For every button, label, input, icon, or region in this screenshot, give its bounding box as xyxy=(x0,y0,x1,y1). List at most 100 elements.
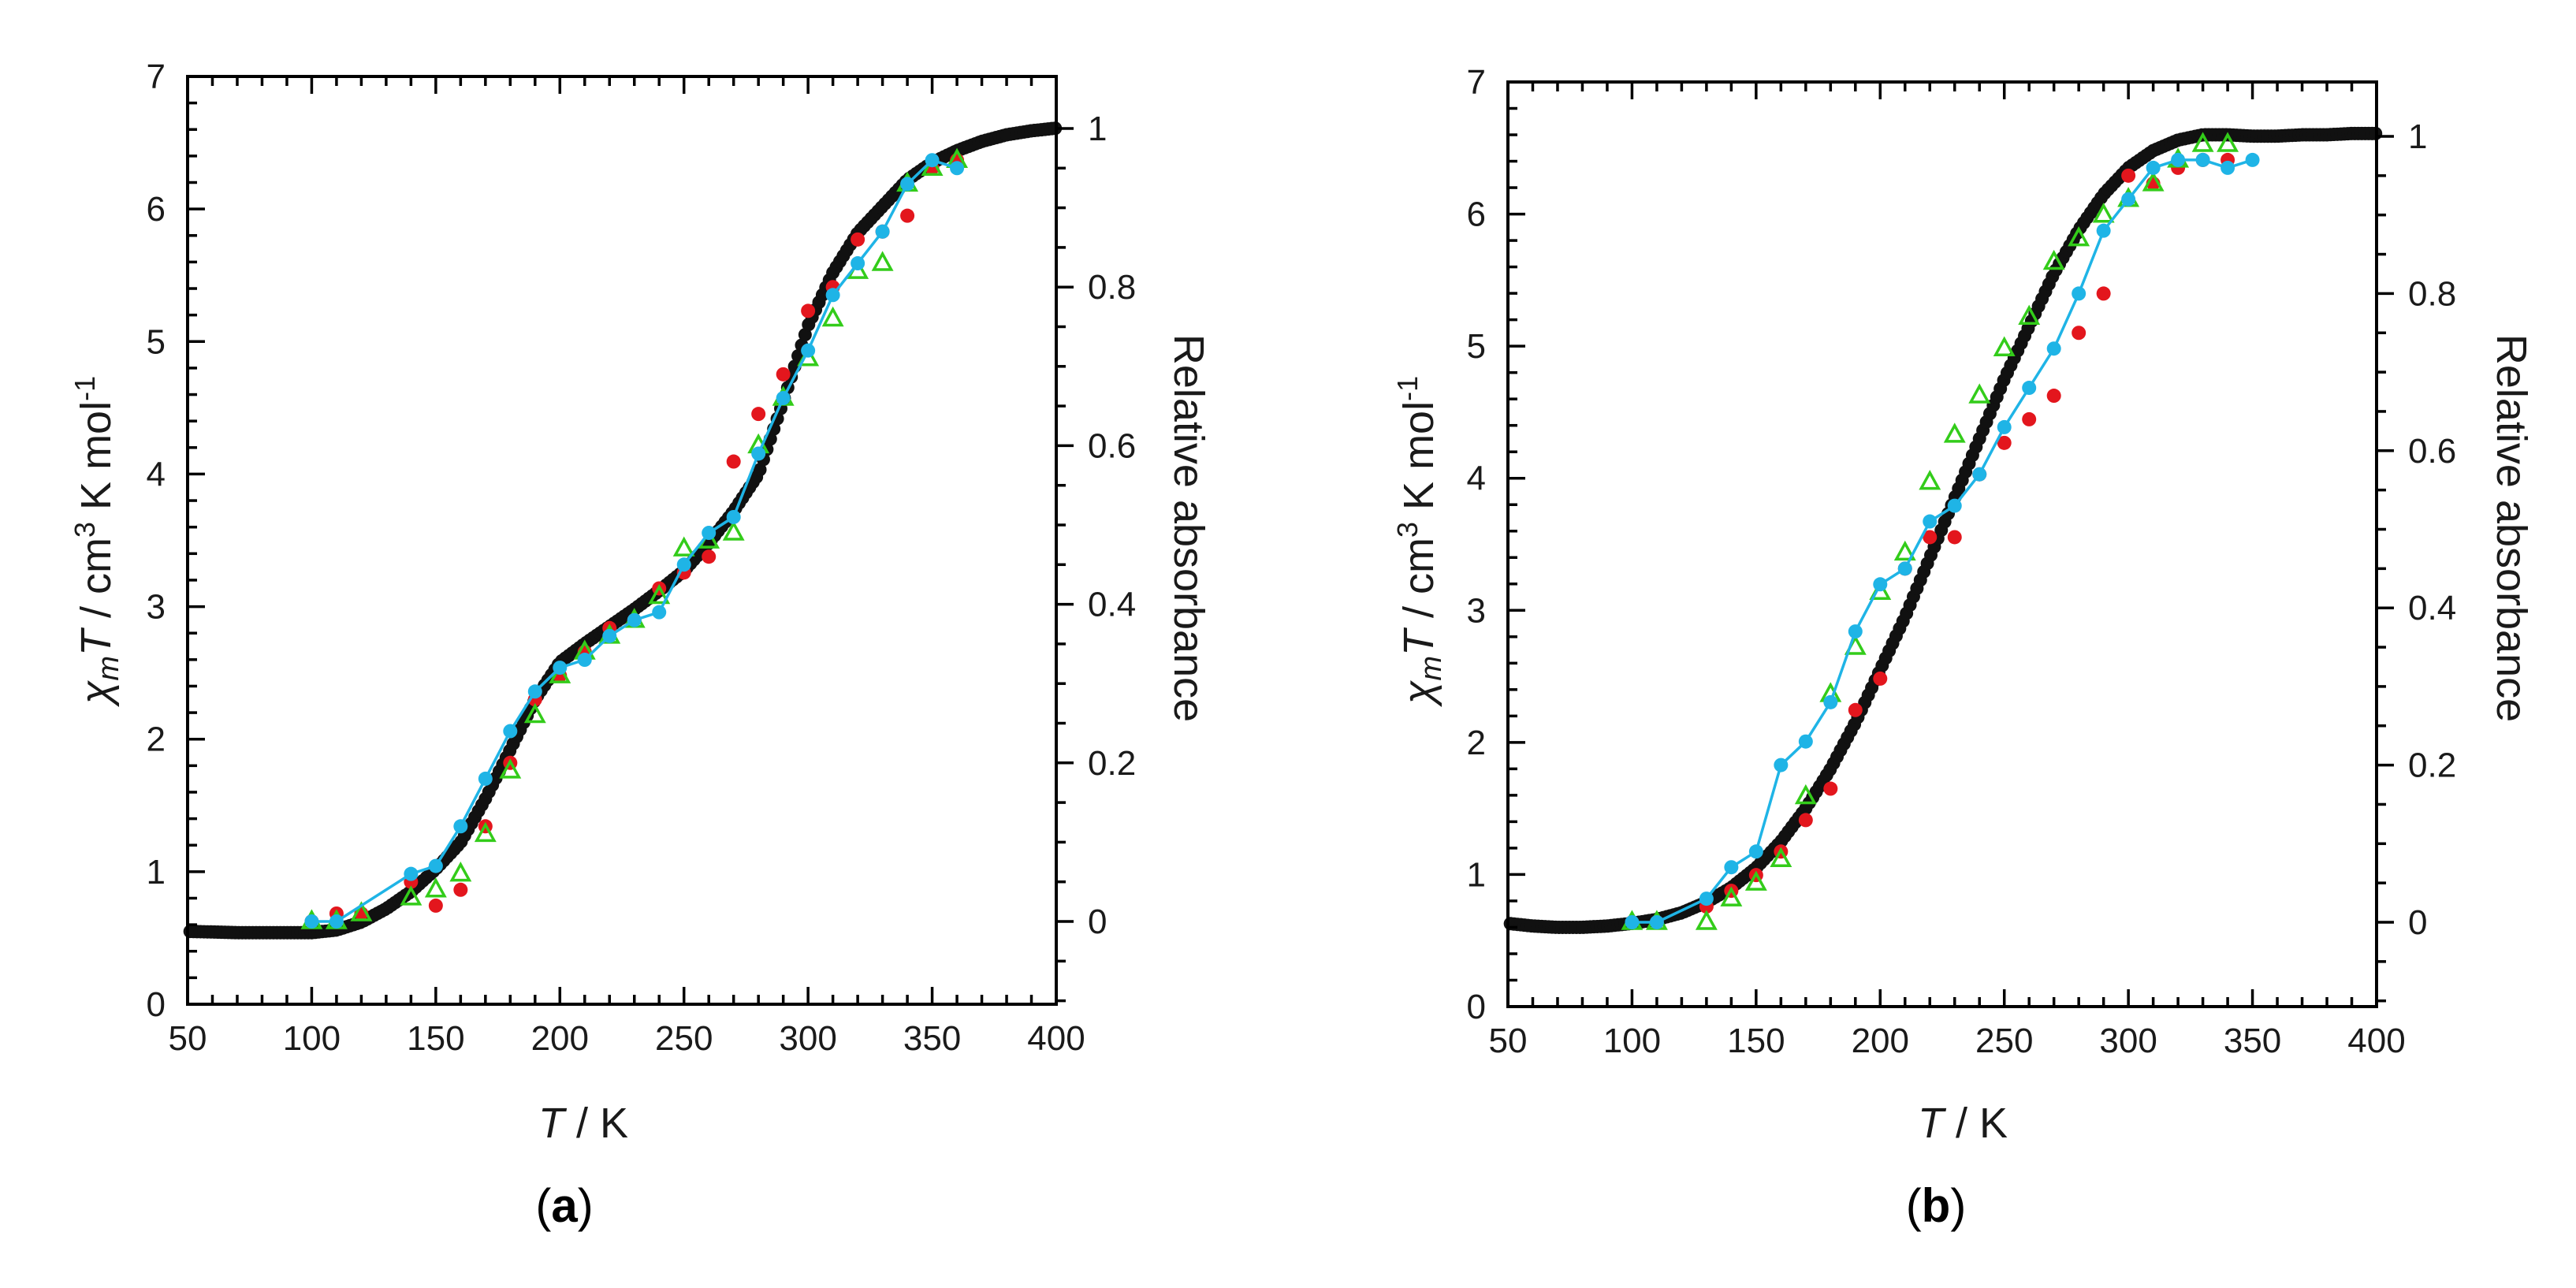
panel-a-red-point xyxy=(801,303,816,318)
panel-a-cyan-point xyxy=(304,914,319,929)
panel-a-cyan-point xyxy=(503,724,518,739)
panel-b-green-triangle xyxy=(1919,470,1941,490)
panel-b-red-point xyxy=(2046,389,2061,404)
panel-b-cyan-point xyxy=(1774,758,1789,772)
panel-a-red-point xyxy=(751,407,766,422)
panel-b-green-triangle xyxy=(1968,383,1991,404)
panel-b-green-triangle xyxy=(1695,910,1718,930)
panel-a-x-tick-label: 100 xyxy=(283,1019,341,1058)
panel-a-label: (a) xyxy=(535,1179,593,1232)
panel-a-y2-tick-label: 0.8 xyxy=(1088,268,1136,307)
panel-b-green-triangle xyxy=(2068,225,2090,247)
panel-a-cyan-point xyxy=(329,914,344,929)
panel-a-cyan-point xyxy=(404,866,419,881)
panel-b-red-point xyxy=(1997,435,2012,450)
panel-a-green-triangle xyxy=(449,862,472,882)
panel-b-cyan-point xyxy=(2096,223,2111,238)
panel-b-y2-tick-label: 0 xyxy=(2408,903,2427,942)
panel-a-y-tick-label: 6 xyxy=(147,190,166,229)
panel-b-green-triangle xyxy=(1794,784,1817,805)
panel-a-cyan-point xyxy=(577,653,592,668)
panel-b-y2-axis-title: Relative absorbance xyxy=(2488,334,2535,722)
panel-a-y-tick-labels: 0 1 2 3 4 5 6 7 xyxy=(147,58,166,1024)
panel-a-cyan-point xyxy=(875,224,890,239)
panel-a-y-tick-label: 3 xyxy=(147,588,166,627)
panel-a-red-point xyxy=(428,898,443,913)
panel-a-x-tick-label: 350 xyxy=(903,1019,961,1058)
panel-a-cyan-point xyxy=(825,288,840,303)
panel-a-y2-tick-label: 0.4 xyxy=(1088,586,1136,624)
panel-b-cyan-point xyxy=(2171,152,2186,167)
panel-a-x-tick-label: 300 xyxy=(779,1019,836,1058)
panel-a-y-tick-label: 5 xyxy=(147,322,166,361)
panel-a-x-tick-label: 150 xyxy=(407,1019,464,1058)
panel-b-x-tick-label: 100 xyxy=(1603,1022,1661,1060)
panel-b-cyan-point xyxy=(2245,152,2260,167)
panel-b-green-triangle xyxy=(2042,249,2065,270)
panel-b-cyan-point xyxy=(1625,915,1640,929)
panel-b-red-point xyxy=(1798,813,1813,828)
panel-b-cyan-point xyxy=(1897,561,1912,576)
panel-a-red-point xyxy=(776,367,791,382)
panel-b-series-red xyxy=(1625,152,2235,929)
panel-b-cyan-point xyxy=(1724,860,1739,875)
panel-a-red-point xyxy=(726,454,741,469)
panel-a-cyan-point xyxy=(950,161,965,176)
panel-b-green-triangle xyxy=(2217,132,2239,152)
panel-a-x-tick-labels: 50 100 150 200 250 300 350 400 xyxy=(169,1019,1085,1058)
panel-a-cyan-point xyxy=(602,628,617,643)
panel-b-green-triangle xyxy=(1770,847,1792,867)
panel-b-green-triangle xyxy=(2018,304,2041,326)
panel-a-y-tick-label: 2 xyxy=(147,720,166,759)
panel-b-cyan-point xyxy=(1649,915,1664,929)
panel-a-y2-axis-title: Relative absorbance xyxy=(1165,334,1212,722)
panel-b-y-tick-label: 2 xyxy=(1467,724,1486,762)
panel-a-green-triangle xyxy=(350,901,373,921)
panel-b-cyan-point xyxy=(1699,892,1714,906)
panel-b-cyan-point xyxy=(1848,624,1863,639)
panel-a-marks xyxy=(183,121,1063,940)
panel-a-green-triangle xyxy=(672,536,695,557)
panel-a-cyan-point xyxy=(801,343,816,358)
panel-b-cyan-point xyxy=(1748,844,1763,859)
panel-b-y-tick-label: 1 xyxy=(1467,855,1486,894)
panel-a-green-triangle xyxy=(821,306,844,327)
panel-a-ticks xyxy=(186,75,1074,1006)
panel-b-x-tick-label: 150 xyxy=(1727,1022,1785,1060)
panel-b-cyan-point xyxy=(1873,577,1888,592)
panel-a-cyan-point xyxy=(676,557,691,572)
panel-a-series-green xyxy=(300,147,969,929)
panel-b-y2-tick-label: 1 xyxy=(2408,117,2427,156)
panel-b-cyan-point xyxy=(1947,498,1962,513)
panel-b-cyan-point xyxy=(1997,419,2012,434)
panel-a-y-tick-label: 4 xyxy=(147,455,166,493)
panel-a-series-magnetic xyxy=(183,121,1063,940)
panel-b-marks xyxy=(1503,126,2383,934)
panel-b-x-tick-label: 250 xyxy=(1975,1022,2033,1060)
panel-a-x-axis-title: T / K xyxy=(538,1100,628,1147)
panel-a-green-triangle xyxy=(474,821,497,843)
panel-b-red-point xyxy=(2121,168,2136,183)
panel-b-y2-tick-label: 0.2 xyxy=(2408,746,2456,785)
panel-b-series-magnetic xyxy=(1503,126,2383,934)
panel-b-red-point xyxy=(1848,702,1863,717)
panel-b-y-tick-label: 4 xyxy=(1467,460,1486,498)
panel-a-y2-tick-label: 1 xyxy=(1088,110,1107,148)
panel-b-red-point xyxy=(1947,530,1962,545)
panel-b-y-tick-label: 7 xyxy=(1467,63,1486,102)
panel-a-green-triangle xyxy=(549,663,571,683)
panel-b-cyan-point xyxy=(2022,381,2037,396)
panel-a-cyan-point xyxy=(453,819,468,834)
panel-b-cyan-point xyxy=(1972,467,1987,482)
panel-b-y-tick-label: 3 xyxy=(1467,591,1486,630)
panel-b-red-point xyxy=(1873,671,1888,686)
panel-a-cyan-point xyxy=(726,509,741,524)
panel-a-x-tick-label: 200 xyxy=(531,1019,589,1058)
panel-a-green-triangle xyxy=(499,758,522,779)
panel-a-green-triangle xyxy=(424,877,447,898)
panel-a-series-red xyxy=(304,153,965,929)
panel-a-y2-tick-label: 0.6 xyxy=(1088,426,1136,465)
panel-b-red-point xyxy=(2072,326,2086,341)
panel-b-cyan-point xyxy=(2146,160,2161,175)
